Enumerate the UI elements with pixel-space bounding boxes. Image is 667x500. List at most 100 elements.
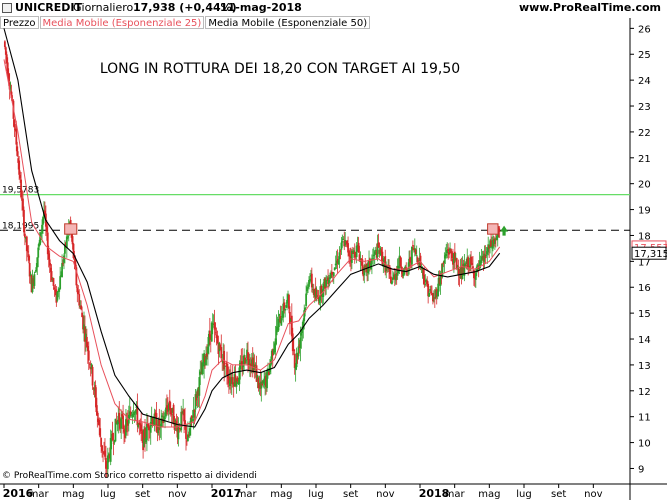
candle-body bbox=[110, 433, 113, 440]
ticker-symbol: UNICREDIT bbox=[15, 1, 83, 14]
instrument-icon[interactable] bbox=[2, 3, 12, 13]
candle-body bbox=[265, 375, 267, 387]
candle-body bbox=[150, 416, 153, 422]
candle-body bbox=[478, 260, 481, 269]
candle-body bbox=[238, 367, 241, 385]
candle-body bbox=[354, 255, 357, 257]
legend-ema50[interactable]: Media Mobile (Esponenziale 50) bbox=[205, 16, 371, 29]
candle-body bbox=[471, 263, 473, 265]
candle-body bbox=[273, 343, 276, 352]
candle-body bbox=[310, 273, 313, 288]
candle-body bbox=[46, 232, 49, 255]
candle-body bbox=[248, 363, 251, 365]
candle-body bbox=[492, 240, 494, 249]
candle-body bbox=[396, 265, 399, 276]
candle-body bbox=[493, 238, 496, 244]
candle-body bbox=[10, 91, 13, 99]
candle-body bbox=[207, 346, 209, 354]
candle-body bbox=[249, 363, 252, 367]
candle-body bbox=[64, 242, 67, 247]
candle-body bbox=[453, 251, 456, 261]
candle-body bbox=[172, 404, 175, 425]
candle-body bbox=[65, 236, 68, 248]
candle-body bbox=[184, 420, 186, 426]
candle-body bbox=[304, 308, 307, 313]
candle-body bbox=[7, 74, 10, 81]
candle-body bbox=[6, 62, 9, 75]
candle-body bbox=[275, 326, 278, 336]
candle-body bbox=[88, 363, 91, 365]
candle-body bbox=[422, 268, 425, 276]
candle-body bbox=[297, 346, 300, 357]
candle-body bbox=[364, 265, 367, 268]
candle-body bbox=[441, 263, 444, 277]
candle-body bbox=[182, 411, 185, 414]
candle-body bbox=[15, 128, 18, 145]
candle-body bbox=[106, 455, 109, 470]
candle-body bbox=[467, 257, 470, 268]
candle-body bbox=[425, 279, 428, 282]
candle-body bbox=[451, 252, 453, 259]
candle-body bbox=[8, 82, 11, 90]
candle-body bbox=[135, 406, 138, 408]
candle-body bbox=[234, 375, 237, 384]
candle-body bbox=[479, 260, 482, 262]
candle-body bbox=[207, 333, 210, 347]
candle-body bbox=[211, 323, 214, 325]
candle-body bbox=[117, 415, 120, 425]
candle-body bbox=[374, 249, 377, 252]
candle-body bbox=[386, 267, 389, 269]
candle-body bbox=[53, 287, 56, 290]
candle-body bbox=[282, 303, 285, 318]
candle-body bbox=[143, 429, 145, 447]
candle-body bbox=[281, 316, 284, 318]
candle-body bbox=[306, 287, 308, 292]
candle-body bbox=[407, 268, 410, 270]
candle-body bbox=[342, 238, 345, 240]
legend-price[interactable]: Prezzo bbox=[0, 16, 39, 29]
legend-ema25[interactable]: Media Mobile (Esponenziale 25) bbox=[39, 16, 205, 29]
candle-body bbox=[472, 266, 474, 269]
x-tick-label: mag bbox=[270, 489, 292, 500]
candle-body bbox=[34, 271, 37, 273]
candle-body bbox=[58, 288, 61, 292]
candle-body bbox=[332, 272, 335, 277]
y-axis: 2625242322212019181716151413121110917,55… bbox=[630, 24, 667, 475]
candle-body bbox=[221, 359, 224, 362]
candle-body bbox=[498, 230, 501, 232]
candle-body bbox=[264, 376, 267, 386]
candle-body bbox=[476, 264, 479, 268]
candle-body bbox=[156, 432, 159, 434]
candle-body bbox=[94, 385, 97, 398]
candle-body bbox=[409, 257, 411, 263]
candle-body bbox=[423, 274, 426, 284]
candle-body bbox=[428, 292, 430, 297]
timeframe-label[interactable]: Giornaliero bbox=[73, 1, 134, 14]
candle-body bbox=[475, 266, 478, 273]
candle-body bbox=[75, 267, 78, 286]
candle-body bbox=[217, 343, 220, 354]
candle-body bbox=[189, 417, 192, 428]
candle-body bbox=[203, 353, 206, 367]
candle-body bbox=[229, 377, 232, 384]
candle-body bbox=[307, 287, 309, 289]
candle-body bbox=[162, 418, 165, 424]
candle-body bbox=[444, 255, 447, 259]
candle-body bbox=[63, 255, 65, 263]
candle-body bbox=[115, 420, 118, 423]
y-tick-label: 24 bbox=[638, 76, 651, 87]
candle-body bbox=[233, 374, 236, 386]
candle-body bbox=[241, 361, 244, 371]
candle-body bbox=[391, 277, 394, 281]
candle-body bbox=[197, 390, 200, 396]
candle-body bbox=[309, 278, 311, 281]
x-tick-label: lug bbox=[308, 489, 323, 500]
candle-body bbox=[61, 263, 63, 278]
candle-body bbox=[400, 266, 403, 270]
candle-body bbox=[121, 414, 124, 417]
candle-body bbox=[37, 247, 40, 258]
x-tick-label: nov bbox=[168, 489, 186, 500]
candle-body bbox=[125, 419, 127, 436]
candle-body bbox=[470, 256, 472, 265]
